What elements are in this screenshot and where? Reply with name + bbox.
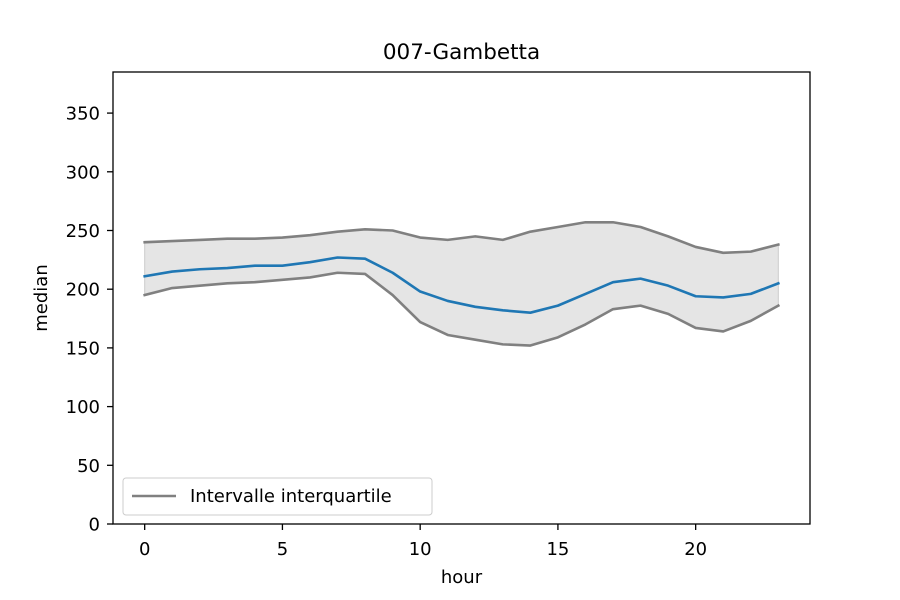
lower-quartile-line (143, 271, 781, 347)
y-axis-label: median (31, 264, 52, 331)
y-tick-label: 50 (77, 456, 100, 477)
y-tick-label: 0 (89, 515, 100, 536)
y-axis: 0 50 100 150 200 250 300 350 (66, 104, 113, 536)
x-axis: 0 5 10 15 20 (139, 524, 707, 560)
x-tick-label: 15 (546, 539, 569, 560)
plot-area (143, 220, 781, 347)
y-tick-label: 150 (66, 338, 100, 359)
x-tick-label: 5 (277, 539, 288, 560)
legend: Intervalle interquartile (122, 477, 433, 516)
legend-label-interquartile: Intervalle interquartile (190, 486, 392, 507)
legend-box (122, 477, 433, 516)
chart-title: 007-Gambetta (383, 40, 540, 65)
y-tick-label: 250 (66, 221, 100, 242)
x-tick-label: 0 (139, 539, 150, 560)
y-tick-label: 200 (66, 280, 100, 301)
x-axis-label: hour (441, 567, 483, 588)
y-tick-label: 300 (66, 162, 100, 183)
plot-frame (112, 71, 811, 525)
y-tick-label: 350 (66, 104, 100, 125)
y-tick-label: 100 (66, 397, 100, 418)
median-line (143, 256, 780, 314)
x-tick-label: 10 (409, 539, 432, 560)
upper-quartile-line (143, 220, 780, 255)
x-tick-label: 20 (684, 539, 707, 560)
